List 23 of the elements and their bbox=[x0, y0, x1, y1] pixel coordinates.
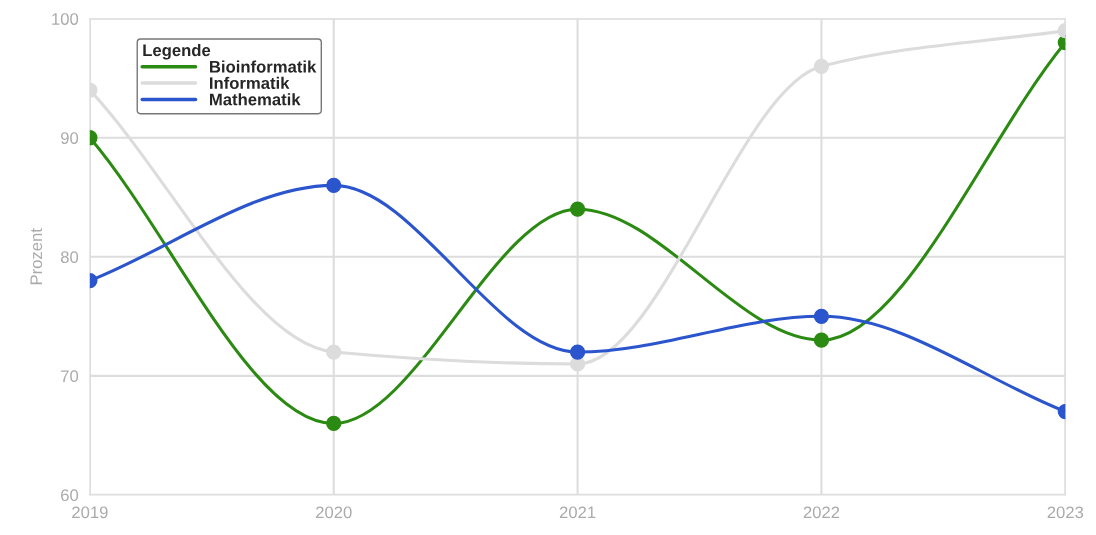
legend-label: Informatik bbox=[210, 76, 290, 90]
x-tick-label: 2021 bbox=[559, 506, 596, 519]
point bbox=[326, 177, 342, 194]
y-axis-title: Prozent bbox=[30, 228, 43, 285]
legend-label: Bioinformatik bbox=[210, 60, 317, 73]
x-tick-label: 2023 bbox=[1047, 506, 1084, 519]
point bbox=[813, 58, 830, 74]
y-tick-label: 90 bbox=[61, 132, 79, 144]
y-tick-label: 100 bbox=[52, 13, 79, 25]
y-tick-label: 60 bbox=[61, 489, 79, 502]
x-tick-label: 2020 bbox=[316, 506, 352, 519]
legend-title: Legende bbox=[143, 43, 211, 60]
y-tick-label: 70 bbox=[61, 370, 79, 383]
y-tick-label: 80 bbox=[60, 251, 79, 263]
point bbox=[326, 415, 342, 432]
point bbox=[569, 201, 586, 217]
x-tick-label: 2019 bbox=[72, 506, 108, 519]
point bbox=[326, 344, 342, 360]
legend-label: Mathematik bbox=[210, 93, 301, 106]
point bbox=[569, 344, 586, 360]
x-tick-label: 2022 bbox=[803, 506, 840, 519]
point bbox=[813, 332, 830, 348]
point bbox=[813, 308, 830, 324]
